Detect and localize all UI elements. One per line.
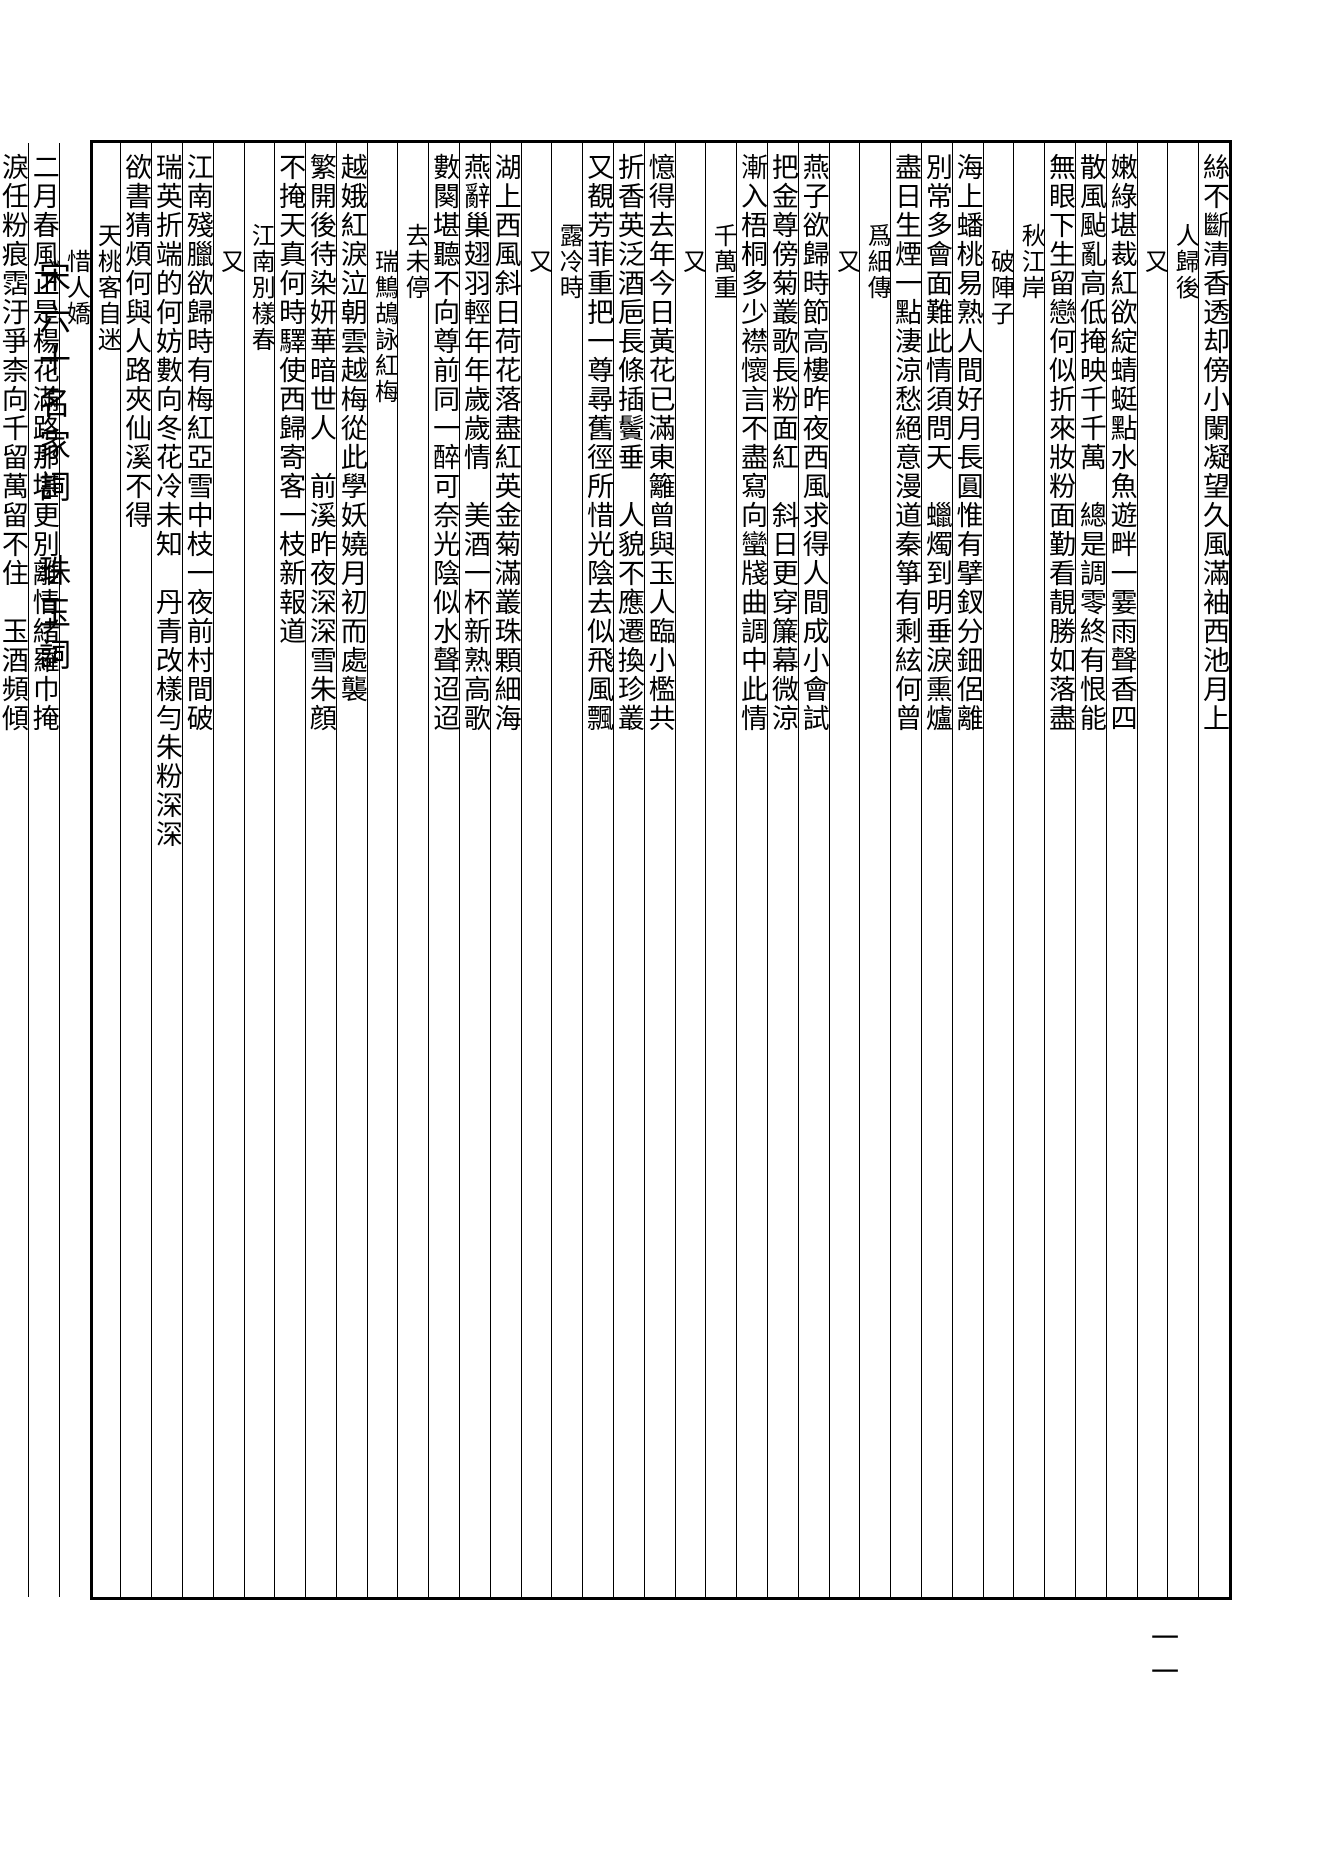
text-column: 數闋堪聽不向尊前同一醉可奈光陰似水聲迢迢 (428, 143, 459, 1597)
text-column: 江南別樣春 (244, 143, 275, 1597)
text-column: 燕辭巢翅羽輕年年歲歲情 美酒一杯新熟高歌 (459, 143, 490, 1597)
text-column: 絲不斷清香透却傍小闌凝望久風滿袖西池月上 (1198, 143, 1229, 1597)
text-column: 越娥紅淚泣朝雲越梅從此學妖嬈月初而處襲 (336, 143, 367, 1597)
text-column: 爲細傳 (859, 143, 890, 1597)
text-column: 又 (829, 143, 860, 1597)
right-half: 絲不斷清香透却傍小闌凝望久風滿袖西池月上人歸後 又嫩綠堪裁紅欲綻蜻蜓點水魚遊畔一… (0, 143, 1229, 1597)
text-column: 把金尊傍菊叢歌長粉面紅 斜日更穿簾幕微涼 (767, 143, 798, 1597)
text-column: 欲書猜煩何與人路夾仙溪不得 (120, 143, 151, 1597)
text-column: 去未停 (397, 143, 428, 1597)
text-column: 又 (675, 143, 706, 1597)
text-column: 海上蟠桃易熟人間好月長圓惟有擘釵分鈿侶離 (952, 143, 983, 1597)
page-number: 一一 (1142, 1623, 1182, 1691)
text-column: 淚任粉痕霑汙爭柰向千留萬留不住 玉酒頻傾 (0, 143, 28, 1597)
text-column: 別常多會面難此情須問天 蠟燭到明垂淚熏爐 (921, 143, 952, 1597)
text-column: 人歸後 (1167, 143, 1198, 1597)
text-column: 繁開後待染妍華暗世人 前溪昨夜深深雪朱顔 (305, 143, 336, 1597)
text-column: 嫩綠堪裁紅欲綻蜻蜓點水魚遊畔一霎雨聲香四 (1106, 143, 1137, 1597)
text-column: 又 (213, 143, 244, 1597)
text-column: 又 (1137, 143, 1168, 1597)
text-column: 瑞鷦鴣詠紅梅 (367, 143, 398, 1597)
text-column: 漸入梧桐多少襟懷言不盡寫向蠻牋曲調中此情 (736, 143, 767, 1597)
text-column: 憶得去年今日黃花已滿東籬曾與玉人臨小檻共 (644, 143, 675, 1597)
text-column: 散風颭亂高低掩映千千萬 總是調零終有恨能 (1075, 143, 1106, 1597)
text-frame: 絲不斷清香透却傍小闌凝望久風滿袖西池月上人歸後 又嫩綠堪裁紅欲綻蜻蜓點水魚遊畔一… (90, 140, 1232, 1600)
text-column: 天桃客自迷 (90, 143, 121, 1597)
text-column: 不掩天真何時驛使西歸寄客一枝新報道 (274, 143, 305, 1597)
text-column: 惜人嬌 (59, 143, 90, 1597)
text-column: 無眼下生留戀何似折來妝粉面勤看靚勝如落盡 (1044, 143, 1075, 1597)
text-column: 瑞英折端的何妨數向冬花冷未知 丹青改樣勻朱粉深深 (151, 143, 182, 1597)
text-column: 又覩芳菲重把一尊尋舊徑所惜光陰去似飛風飄 (582, 143, 613, 1597)
text-column: 露冷時 (551, 143, 582, 1597)
text-column: 二月春風正是楊花滿路那堪更別離情緒羅巾掩 (28, 143, 59, 1597)
text-column: 盡日生煙一點淒涼愁絕意漫道秦箏有剩絃何曾 (890, 143, 921, 1597)
text-column: 燕子欲歸時節高樓昨夜西風求得人間成小會試 (798, 143, 829, 1597)
text-column: 千萬重 (705, 143, 736, 1597)
text-column: 秋江岸 (1013, 143, 1044, 1597)
text-column: 又 (521, 143, 552, 1597)
text-column: 湖上西風斜日荷花落盡紅英金菊滿叢珠顆細海 (490, 143, 521, 1597)
document-page: 宋六十名家詞 珠玉詞 絲不斷清香透却傍小闌凝望久風滿袖西池月上人歸後 又嫩綠堪裁… (0, 0, 1322, 1871)
text-column: 江南殘臘欲歸時有梅紅亞雪中枝一夜前村間破 (182, 143, 213, 1597)
text-column: 折香英泛酒巵長條插鬢垂 人貌不應遷換珍叢 (613, 143, 644, 1597)
text-column: 破陣子 (983, 143, 1014, 1597)
